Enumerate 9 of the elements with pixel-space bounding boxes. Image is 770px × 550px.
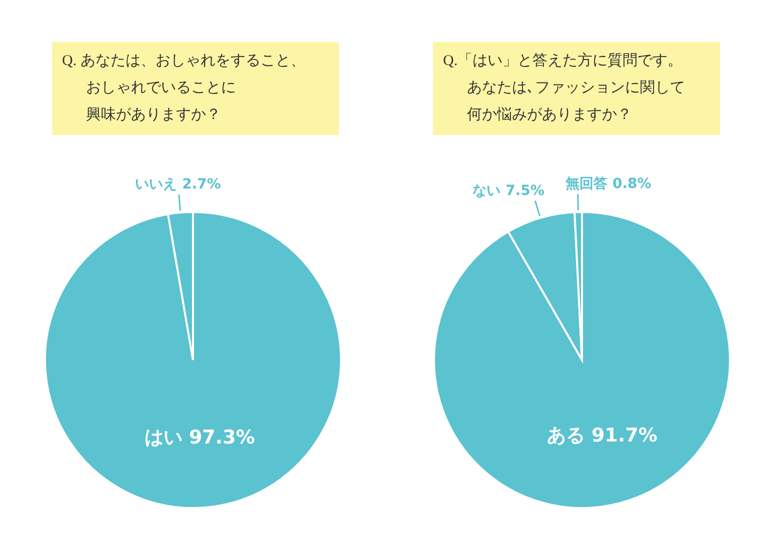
chart-title: Q.「はい」と答えた方に質問です。あなたは､ファッションに関して何か悩みがありますか？ [433,42,720,135]
slice-label: ない 7.5% [472,183,544,200]
slice-label: 無回答 0.8% [564,176,652,192]
slice-label: ある 91.7% [546,424,658,446]
chart-title: Q. あなたは、おしゃれをすること、おしゃれでいることに興味がありますか？ [52,42,339,135]
pie-slice [433,211,731,509]
slice-label: いいえ 2.7% [135,176,221,193]
pie-slice [44,211,342,509]
slice-label: はい 97.3% [144,426,255,449]
